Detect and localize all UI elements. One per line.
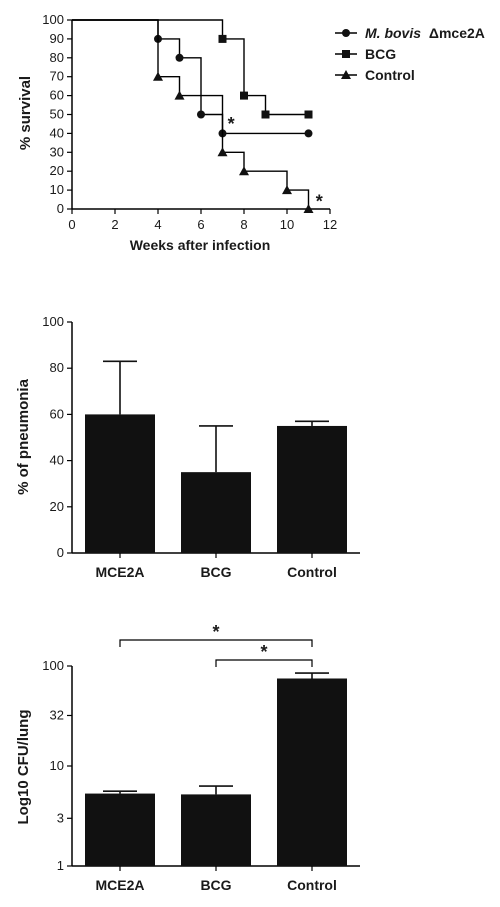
survival-point-control [282,185,292,195]
survival-point-control [153,71,163,81]
survival-point-control [303,204,314,213]
survival-point-bcg [304,110,313,119]
cfu-category-label: Control [287,877,337,893]
survival-x-tick-label: 8 [240,217,247,232]
survival-chart: % survival Weeks after infection M. bovi… [17,12,485,253]
significance-bracket [119,639,313,647]
legend-label-mce2a: M. bovis Δmce2A [365,25,485,41]
survival-point-control [239,166,249,176]
survival-point-mce2a [175,53,184,62]
pneumonia-y-tick-label: 80 [50,360,64,375]
pneumonia-bar-bcg [181,472,251,553]
pneumonia-bar-mce2a [85,414,155,553]
significance-star: * [212,622,219,642]
legend-marker-circle [342,29,350,37]
survival-y-tick-label: 20 [50,163,64,178]
survival-x-tick-label: 12 [323,217,337,232]
cfu-category-label: BCG [200,877,231,893]
legend-marker-triangle [341,70,351,79]
survival-y-tick-label: 80 [50,50,64,65]
cfu-bar-control [277,678,347,866]
cfu-category-label: MCE2A [95,877,144,893]
legend-marker-square [342,50,350,58]
survival-y-tick-label: 0 [57,201,64,216]
significance-star: * [228,114,235,134]
pneumonia-category-label: BCG [200,564,231,580]
pneumonia-y-tick-label: 40 [50,453,64,468]
pneumonia-y-tick-label: 0 [57,545,64,560]
cfu-bar-mce2a [85,793,155,866]
pneumonia-category-label: Control [287,564,337,580]
cfu-y-tick-label: 32 [50,707,64,722]
pneumonia-y-tick-label: 100 [42,314,64,329]
cfu-y-tick-label: 100 [42,658,64,673]
survival-y-tick-label: 10 [50,182,64,197]
survival-point-bcg [240,91,248,100]
survival-step-line-mce2a [72,19,309,135]
cfu-y-tick-label: 10 [50,758,64,773]
pneumonia-ylabel: % of pneumonia [15,378,32,494]
significance-bracket [215,659,313,667]
survival-y-tick-label: 30 [50,144,64,159]
legend-label-control: Control [365,67,415,83]
survival-y-tick-label: 90 [50,31,64,46]
survival-y-tick-label: 60 [50,88,64,103]
survival-x-tick-label: 2 [111,217,118,232]
significance-star: * [260,642,267,662]
pneumonia-y-tick-label: 60 [50,406,64,421]
cfu-y-tick-label: 3 [57,810,64,825]
survival-point-mce2a [197,110,205,119]
pneumonia-chart: % of pneumonia 0 20 40 60 80 100 MCE2A BCG Contr… [15,314,360,580]
survival-xlabel: Weeks after infection [130,237,271,253]
survival-x-tick-label: 10 [280,217,294,232]
survival-point-mce2a [304,129,313,138]
cfu-chart: Log10 CFU/lung 1 3 10 32 100 MCE2A BCG Control *… [15,622,360,893]
survival-step-line-bcg [72,19,309,116]
survival-x-tick-label: 0 [68,217,75,232]
pneumonia-category-label: MCE2A [95,564,144,580]
legend-label-bcg: BCG [365,46,396,62]
survival-ylabel: % survival [17,76,34,150]
survival-point-control [174,90,185,100]
survival-point-bcg [261,110,270,119]
survival-x-tick-label: 4 [154,217,161,232]
survival-point-bcg [218,34,227,43]
cfu-ylabel: Log10 CFU/lung [15,710,32,825]
survival-legend: M. bovis Δmce2A BCG Control [335,25,485,83]
survival-x-tick-label: 6 [197,217,204,232]
cfu-bar-bcg [181,794,251,866]
survival-point-control [217,147,228,157]
survival-y-tick-label: 70 [50,69,64,84]
significance-star: * [316,191,323,211]
survival-y-tick-label: 100 [42,12,64,27]
survival-y-tick-label: 40 [50,125,64,140]
pneumonia-y-tick-label: 20 [50,499,64,514]
survival-y-tick-label: 50 [50,107,64,122]
pneumonia-bar-control [277,425,347,553]
cfu-y-tick-label: 1 [57,858,64,873]
